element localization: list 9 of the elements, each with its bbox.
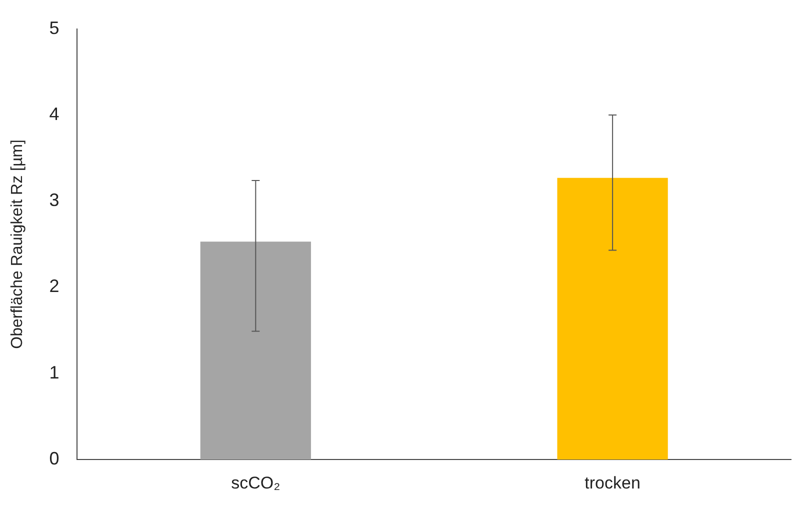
y-tick-label: 4 <box>49 104 60 124</box>
x-tick-label: scCO₂ <box>231 473 280 492</box>
y-tick-label: 0 <box>49 448 60 469</box>
y-tick-label: 3 <box>49 190 60 210</box>
x-tick-label: trocken <box>584 473 640 492</box>
y-tick-label: 2 <box>49 276 60 296</box>
y-tick-label: 5 <box>49 18 60 38</box>
y-axis-title: Oberfläche Rauigkeit Rz [µm] <box>9 140 26 349</box>
y-tick-label: 1 <box>49 362 60 382</box>
